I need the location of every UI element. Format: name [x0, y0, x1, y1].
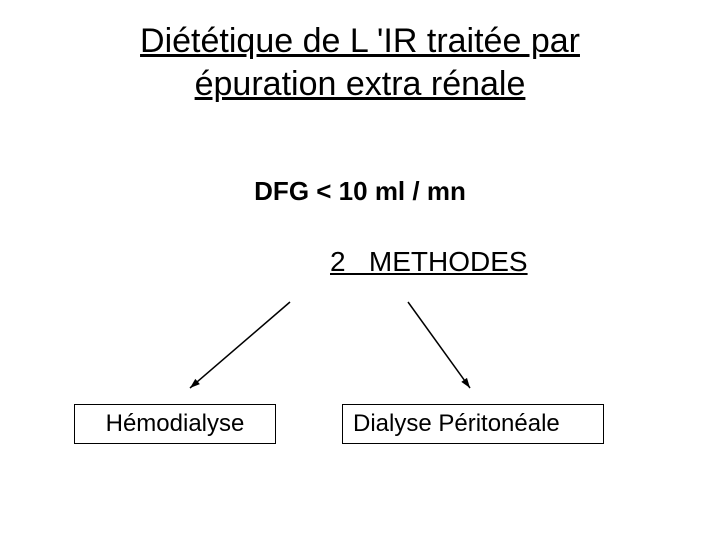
method-box-dialyse-peritoneale: Dialyse Péritonéale: [342, 404, 604, 444]
method-box-hemodialyse: Hémodialyse: [74, 404, 276, 444]
arrow-left: [190, 302, 290, 388]
methods-label: 2 METHODES: [330, 246, 630, 278]
slide-title: Diététique de L 'IR traitée par épuratio…: [0, 20, 720, 105]
title-line-1: Diététique de L 'IR traitée par: [140, 22, 580, 60]
arrow-right: [408, 302, 470, 388]
method-box-hemodialyse-label: Hémodialyse: [106, 410, 245, 438]
method-box-dialyse-peritoneale-label: Dialyse Péritonéale: [353, 410, 560, 438]
title-line-2: épuration extra rénale: [195, 65, 526, 103]
slide-canvas: Diététique de L 'IR traitée par épuratio…: [0, 0, 720, 540]
slide-subtitle: DFG < 10 ml / mn: [0, 176, 720, 207]
